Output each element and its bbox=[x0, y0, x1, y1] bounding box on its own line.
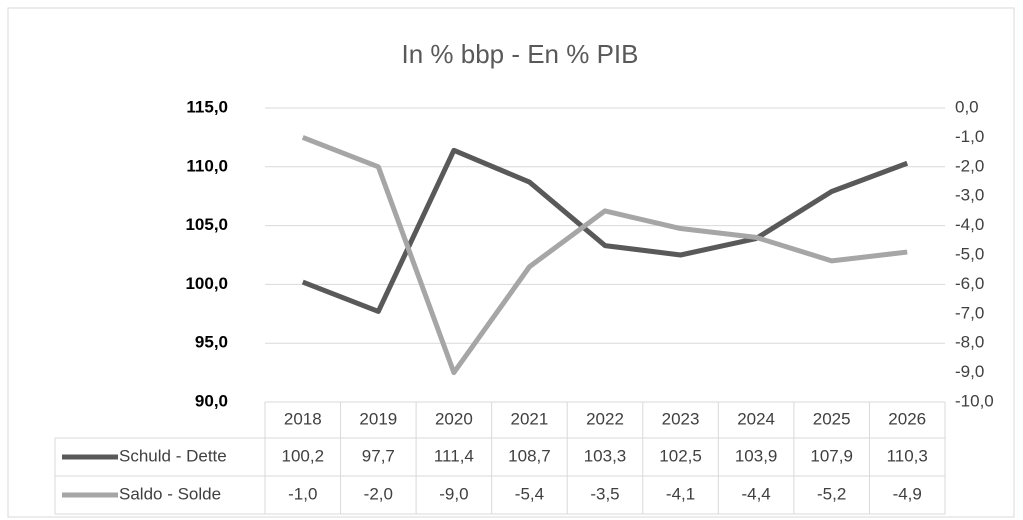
y2-tick-label: -5,0 bbox=[955, 244, 984, 263]
table-value: 103,3 bbox=[584, 446, 627, 465]
table-value: -9,0 bbox=[439, 484, 468, 503]
legend-label: Saldo - Solde bbox=[119, 484, 221, 503]
table-value: 97,7 bbox=[362, 446, 395, 465]
y2-tick-label: -6,0 bbox=[955, 274, 984, 293]
x-tick-label: 2023 bbox=[662, 409, 700, 428]
chart-title: In % bbp - En % PIB bbox=[401, 39, 638, 69]
y-tick-label: 115,0 bbox=[186, 97, 228, 116]
chart-border bbox=[7, 7, 1015, 518]
table-value: -1,0 bbox=[288, 484, 317, 503]
x-tick-label: 2019 bbox=[359, 409, 397, 428]
y2-tick-label: -2,0 bbox=[955, 156, 984, 175]
y-tick-label: 90,0 bbox=[195, 391, 228, 410]
y2-tick-label: -4,0 bbox=[955, 215, 984, 234]
table-value: -4,9 bbox=[893, 484, 922, 503]
table-value: 110,3 bbox=[887, 446, 928, 465]
table-value: -2,0 bbox=[364, 484, 393, 503]
table-value: 102,5 bbox=[659, 446, 702, 465]
y2-tick-label: -3,0 bbox=[955, 186, 984, 205]
x-tick-label: 2021 bbox=[511, 409, 549, 428]
y2-tick-label: -8,0 bbox=[955, 333, 984, 352]
legend-label: Schuld - Dette bbox=[119, 446, 227, 465]
table-value: -4,4 bbox=[741, 484, 770, 503]
table-value: 103,9 bbox=[735, 446, 778, 465]
x-tick-label: 2018 bbox=[284, 409, 322, 428]
y2-tick-label: -7,0 bbox=[955, 303, 984, 322]
table-value: 107,9 bbox=[810, 446, 853, 465]
series-line bbox=[301, 135, 908, 376]
y2-tick-label: -10,0 bbox=[955, 391, 994, 410]
table-value: 111,4 bbox=[434, 446, 474, 465]
table-value: 100,2 bbox=[282, 446, 325, 465]
y2-tick-label: -1,0 bbox=[955, 127, 984, 146]
x-tick-label: 2022 bbox=[586, 409, 624, 428]
table-value: -5,4 bbox=[515, 484, 544, 503]
x-tick-label: 2020 bbox=[435, 409, 473, 428]
y-tick-label: 95,0 bbox=[195, 333, 228, 352]
series-line bbox=[301, 147, 909, 314]
table-value: -4,1 bbox=[666, 484, 695, 503]
y2-tick-label: -9,0 bbox=[955, 362, 984, 381]
x-tick-label: 2024 bbox=[737, 409, 775, 428]
x-tick-label: 2026 bbox=[888, 409, 926, 428]
table-value: -3,5 bbox=[590, 484, 619, 503]
table-value: 108,7 bbox=[508, 446, 551, 465]
y-tick-label: 110,0 bbox=[186, 156, 228, 175]
y2-tick-label: 0,0 bbox=[955, 97, 979, 116]
y-tick-label: 105,0 bbox=[185, 215, 228, 234]
table-value: -5,2 bbox=[817, 484, 846, 503]
x-tick-label: 2025 bbox=[813, 409, 851, 428]
y-tick-label: 100,0 bbox=[185, 274, 228, 293]
